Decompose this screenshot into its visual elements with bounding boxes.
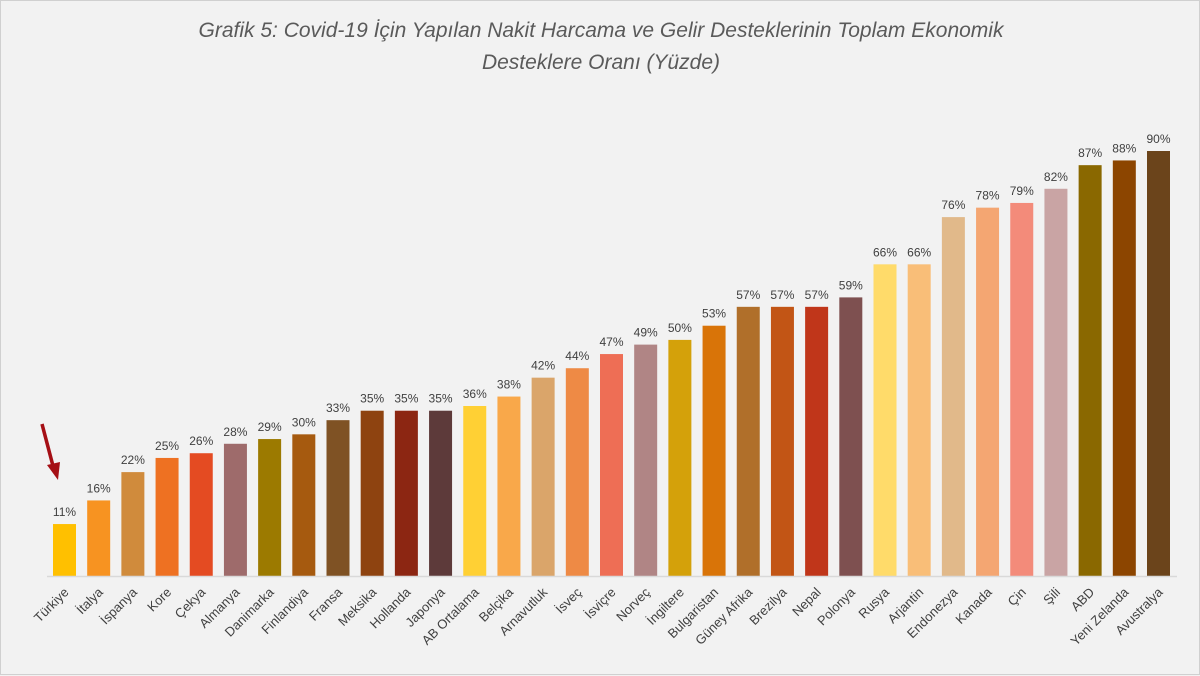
data-label: 76% xyxy=(941,198,965,212)
category-label: Brezilya xyxy=(746,584,790,628)
data-label: 66% xyxy=(907,245,931,259)
data-label: 44% xyxy=(565,349,589,363)
category-label: Çin xyxy=(1004,585,1028,609)
data-label: 57% xyxy=(805,288,829,302)
bars: 11%Türkiye16%İtalya22%İspanya25%Kore26%Ç… xyxy=(31,132,1171,648)
category-label: İsviçre xyxy=(581,585,618,622)
data-label: 38% xyxy=(497,378,521,392)
data-label: 25% xyxy=(155,439,179,453)
bar xyxy=(121,472,145,576)
data-label: 11% xyxy=(53,505,76,519)
data-label: 82% xyxy=(1044,170,1068,184)
data-label: 26% xyxy=(189,434,213,448)
data-label: 47% xyxy=(599,335,623,349)
bar xyxy=(1044,188,1068,576)
category-label: Türkiye xyxy=(31,585,72,626)
data-label: 53% xyxy=(702,307,726,321)
chart-title-line-1: Grafik 5: Covid-19 İçin Yapılan Nakit Ha… xyxy=(199,19,1005,42)
bar xyxy=(805,306,829,576)
bar xyxy=(292,434,316,576)
category-label: İspanya xyxy=(97,584,140,627)
highlight-arrow-icon xyxy=(40,423,60,480)
bar xyxy=(941,217,965,576)
data-label: 79% xyxy=(1010,184,1034,198)
arrow-head xyxy=(47,462,60,480)
data-label: 57% xyxy=(736,288,760,302)
data-label: 22% xyxy=(121,453,145,467)
bar xyxy=(976,207,1000,576)
data-label: 35% xyxy=(429,392,453,406)
bar xyxy=(873,264,897,576)
category-label: ABD xyxy=(1068,585,1098,615)
bar xyxy=(326,420,350,576)
bar xyxy=(1078,165,1102,576)
data-label: 29% xyxy=(258,420,282,434)
bar xyxy=(189,453,213,576)
data-label: 78% xyxy=(976,189,1000,203)
data-label: 28% xyxy=(223,425,247,439)
bar xyxy=(600,354,623,576)
data-label: 16% xyxy=(87,481,111,495)
data-label: 36% xyxy=(463,387,487,401)
bar xyxy=(1010,202,1034,576)
category-label: İsveç xyxy=(552,584,584,616)
category-label: Şili xyxy=(1040,584,1063,607)
bar xyxy=(394,410,418,576)
bar xyxy=(53,524,76,576)
bar xyxy=(736,306,760,576)
bar xyxy=(497,396,521,576)
bar xyxy=(1112,160,1136,576)
bar xyxy=(770,306,794,576)
data-label: 59% xyxy=(839,278,863,292)
data-label: 88% xyxy=(1112,141,1136,155)
bar xyxy=(155,457,179,576)
data-label: 66% xyxy=(873,245,897,259)
bar xyxy=(668,339,692,576)
data-label: 35% xyxy=(394,392,418,406)
data-label: 33% xyxy=(326,401,350,415)
data-label: 87% xyxy=(1078,146,1102,160)
bar xyxy=(702,325,726,576)
bar xyxy=(531,377,555,576)
bar xyxy=(907,264,931,576)
data-label: 35% xyxy=(360,392,384,406)
bar xyxy=(839,297,863,576)
bar xyxy=(565,368,589,576)
data-label: 49% xyxy=(634,326,658,340)
data-label: 30% xyxy=(292,415,316,429)
bar xyxy=(1147,151,1170,576)
bar xyxy=(87,500,111,576)
data-label: 50% xyxy=(668,321,692,335)
category-label: Kore xyxy=(144,585,174,615)
bar xyxy=(258,439,282,576)
category-label: Kanada xyxy=(952,584,995,627)
bar xyxy=(360,410,384,576)
data-label: 90% xyxy=(1146,132,1170,146)
chart-title-line-2: Desteklere Oranı (Yüzde) xyxy=(482,51,720,74)
bar xyxy=(429,410,453,576)
bar xyxy=(463,406,487,576)
category-label: Polonya xyxy=(814,584,858,628)
arrow-shaft xyxy=(40,423,55,467)
data-label: 57% xyxy=(770,288,794,302)
bar xyxy=(634,344,658,576)
data-label: 42% xyxy=(531,359,555,373)
bar xyxy=(223,443,247,576)
